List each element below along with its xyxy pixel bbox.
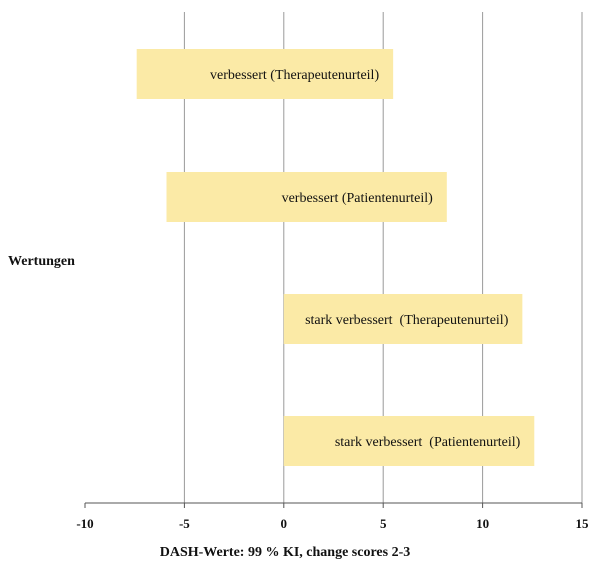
x-axis-title: DASH-Werte: 99 % KI, change scores 2-3: [160, 545, 411, 560]
y-axis-title: Wertungen: [8, 254, 75, 269]
range-bars: verbessert (Therapeutenurteil) verbessert…: [136, 49, 535, 466]
range-bar-3: [283, 294, 523, 344]
bar-label-1: verbessert (Therapeutenurteil): [210, 68, 379, 83]
x-tick-label-10: 10: [476, 516, 489, 531]
bar-label-4: stark verbessert (Patientenurteil): [335, 435, 521, 450]
x-tick-label--10: -10: [76, 516, 93, 531]
range-bar-1: [136, 49, 394, 99]
bar-label-3: stark verbessert (Therapeutenurteil): [305, 313, 509, 328]
x-tick-label-5: 5: [380, 516, 387, 531]
range-bar-2: [166, 172, 447, 222]
range-bar-4: [283, 416, 535, 466]
x-tick-label-15: 15: [576, 516, 589, 531]
x-axis: -10 -5 0 5 10 15: [76, 502, 589, 531]
x-tick-label-0: 0: [281, 516, 288, 531]
bar-label-2: verbessert (Patientenurteil): [282, 191, 434, 206]
x-tick-label--5: -5: [179, 516, 190, 531]
